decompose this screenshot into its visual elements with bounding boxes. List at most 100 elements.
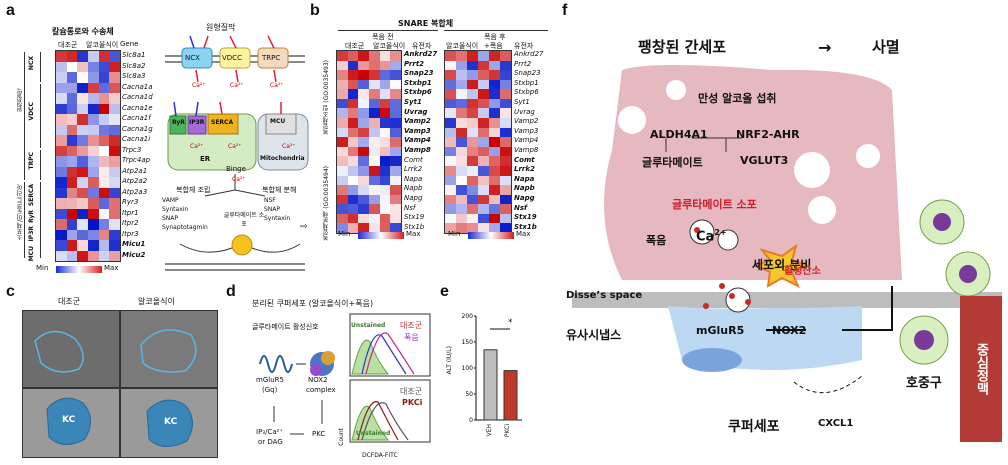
a-col-gene: Gene <box>120 40 139 48</box>
heatmap-cell <box>489 165 500 176</box>
a-mito-label: Mitochondria <box>260 155 305 162</box>
gene-label: Cacna1e <box>122 103 153 112</box>
heatmap-cell <box>500 118 511 128</box>
heatmap-cell <box>369 127 380 138</box>
heatmap-cell <box>66 51 78 62</box>
heatmap-cell <box>467 194 478 205</box>
gene-label: Trpc3 <box>122 145 142 154</box>
f-kupffer: 쿠퍼세포 <box>728 419 780 435</box>
heatmap-cell <box>358 108 369 119</box>
heatmap-cell <box>390 213 401 224</box>
heatmap-cell <box>478 108 489 119</box>
heatmap-cell <box>500 175 511 186</box>
heatmap-cell <box>478 146 489 157</box>
heatmap-cell <box>98 198 110 209</box>
c-col-alcohol: 알코올식이 <box>138 297 175 306</box>
heatmap-cell <box>489 108 500 119</box>
heatmap-cell <box>390 223 401 233</box>
gene-label: Vamp3 <box>404 126 431 135</box>
gene-label: Stxbp1 <box>404 78 432 87</box>
heatmap-cell <box>337 223 348 233</box>
heatmap-cell <box>77 208 88 219</box>
heatmap-cell <box>489 118 500 128</box>
d-ip3: IP₃/Ca²⁺ <box>256 428 284 436</box>
gene-label: Stx19 <box>514 213 537 222</box>
heatmap-cell <box>390 60 401 71</box>
heatmap-cell <box>98 208 110 219</box>
heatmap-cell <box>98 177 110 188</box>
b-heatmap-right <box>444 50 512 234</box>
heatmap-cell <box>358 118 369 128</box>
f-vesicle: 글루타메이트 소포 <box>672 198 757 211</box>
panel-label-e: e <box>440 283 449 300</box>
heatmap-cell <box>500 137 511 147</box>
heatmap-cell <box>337 204 348 214</box>
heatmap-cell <box>379 118 391 128</box>
heatmap-cell <box>445 60 456 71</box>
b-legend-max-2: Max <box>516 230 531 238</box>
gene-label: Prrt2 <box>404 59 425 68</box>
heatmap-cell <box>467 127 478 138</box>
b-before: 폭음 전 <box>372 33 394 41</box>
f-neutrophil: 호중구 <box>906 376 942 391</box>
d-pathway <box>259 351 335 435</box>
e-ylabel: ALT (IU/L) <box>446 346 453 375</box>
heatmap-cell <box>98 114 110 125</box>
a-mcu-label: MCU <box>270 118 286 125</box>
b-after-line <box>444 30 548 31</box>
f-disse: Disse’s space <box>566 290 643 301</box>
heatmap-cell <box>347 127 359 138</box>
heatmap-cell <box>500 156 511 166</box>
heatmap-cell <box>390 165 401 176</box>
b-col-ctrl: 대조군 <box>345 42 365 50</box>
b-before-line <box>338 30 438 31</box>
heatmap-cell <box>358 204 369 214</box>
heatmap-cell <box>445 204 456 214</box>
a-binge-label: Binge <box>226 165 246 173</box>
heatmap-cell <box>358 70 369 80</box>
b-gene-list-right: Ankrd27 Prrt2 Snap23 Stxbp1 Stxbp6 Syt1 Uvrag V… <box>514 50 544 232</box>
heatmap-cell <box>98 51 110 62</box>
d-unstained-2: Unstained <box>356 430 391 437</box>
heatmap-cell <box>77 187 88 198</box>
heatmap-cell <box>456 89 467 99</box>
gene-label: Comt <box>514 155 535 164</box>
heatmap-cell <box>109 93 120 104</box>
gene-label: Ankrd27 <box>514 50 544 58</box>
heatmap-cell <box>467 89 478 99</box>
heatmap-cell <box>347 223 359 233</box>
heatmap-cell <box>445 89 456 99</box>
a-trpc-box <box>257 47 289 69</box>
heatmap-cell <box>456 146 467 157</box>
heatmap-cell <box>347 60 359 71</box>
heatmap-cell <box>88 51 99 62</box>
gene-label: Atp2a2 <box>122 177 148 185</box>
a-ca-mito: Ca²⁺ <box>282 143 296 150</box>
heatmap-cell <box>77 72 88 83</box>
heatmap-cell <box>445 127 456 138</box>
d-binge: 폭음 <box>404 333 419 342</box>
heatmap-cell <box>445 165 456 176</box>
heatmap-cell <box>390 156 401 166</box>
heatmap-cell <box>478 89 489 99</box>
heatmap-cell <box>337 146 348 157</box>
heatmap-cell <box>66 124 78 135</box>
heatmap-cell <box>369 60 380 71</box>
f-death: 사멸 <box>872 38 900 56</box>
heatmap-cell <box>500 70 511 80</box>
heatmap-cell <box>337 137 348 147</box>
heatmap-cell <box>500 213 511 224</box>
gene-label: Napa <box>404 174 423 183</box>
gene-label: Uvrag <box>404 107 428 116</box>
heatmap-cell <box>467 213 478 224</box>
a-bracket-er <box>40 182 41 258</box>
heatmap-cell <box>500 165 511 176</box>
heatmap-cell <box>77 114 88 125</box>
heatmap-cell <box>478 127 489 138</box>
heatmap-cell <box>109 103 120 114</box>
heatmap-cell <box>489 51 500 61</box>
heatmap-cell <box>66 82 78 93</box>
b-col-binge: +폭음 <box>484 42 503 50</box>
heatmap-cell <box>66 250 78 261</box>
heatmap-cell <box>369 146 380 157</box>
